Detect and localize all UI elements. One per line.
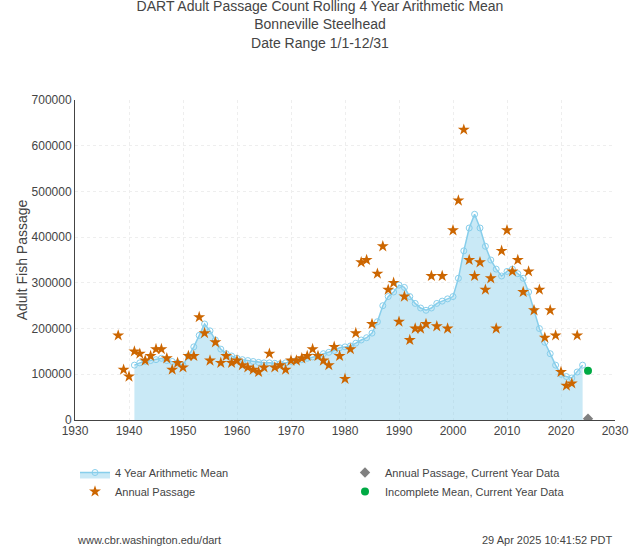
svg-text:1950: 1950 <box>170 424 197 438</box>
svg-text:Annual Passage: Annual Passage <box>115 486 195 498</box>
svg-text:0: 0 <box>65 413 72 427</box>
svg-text:Adult Fish Passage: Adult Fish Passage <box>14 199 30 320</box>
svg-text:Annual Passage, Current Year D: Annual Passage, Current Year Data <box>385 467 560 479</box>
svg-text:Incomplete Mean, Current Year: Incomplete Mean, Current Year Data <box>385 486 564 498</box>
svg-text:100000: 100000 <box>32 367 72 381</box>
svg-text:500000: 500000 <box>32 185 72 199</box>
svg-text:1970: 1970 <box>278 424 305 438</box>
svg-text:DART Adult Passage Count Rolli: DART Adult Passage Count Rolling 4 Year … <box>137 0 504 51</box>
svg-text:29 Apr 2025 10:41:52 PDT: 29 Apr 2025 10:41:52 PDT <box>482 534 613 546</box>
svg-text:1930: 1930 <box>62 424 89 438</box>
svg-text:2030: 2030 <box>602 424 629 438</box>
svg-text:400000: 400000 <box>32 230 72 244</box>
svg-text:2020: 2020 <box>548 424 575 438</box>
svg-text:300000: 300000 <box>32 276 72 290</box>
svg-text:600000: 600000 <box>32 139 72 153</box>
svg-text:1940: 1940 <box>116 424 143 438</box>
svg-text:4 Year Arithmetic Mean: 4 Year Arithmetic Mean <box>115 467 228 479</box>
svg-text:2010: 2010 <box>494 424 521 438</box>
svg-text:www.cbr.washington.edu/dart: www.cbr.washington.edu/dart <box>77 534 221 546</box>
svg-text:1990: 1990 <box>386 424 413 438</box>
svg-text:700000: 700000 <box>32 93 72 107</box>
svg-text:1980: 1980 <box>332 424 359 438</box>
svg-text:1960: 1960 <box>224 424 251 438</box>
svg-text:2000: 2000 <box>440 424 467 438</box>
svg-text:200000: 200000 <box>32 322 72 336</box>
